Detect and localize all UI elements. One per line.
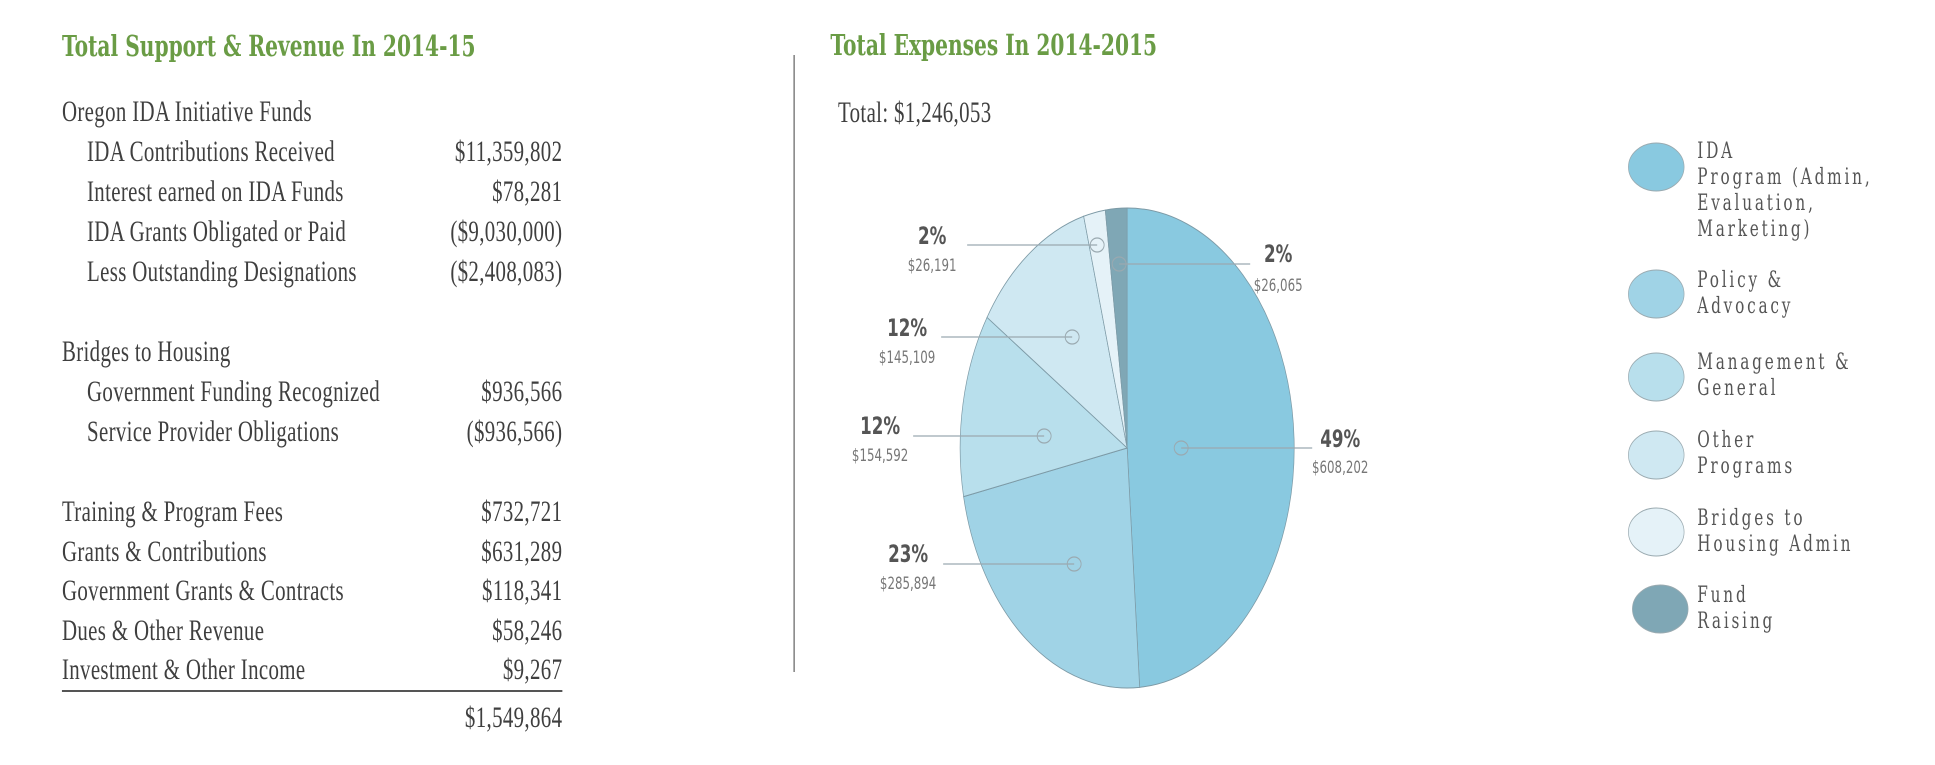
leader-dot bbox=[1111, 256, 1127, 272]
value-label: $26,191 bbox=[908, 256, 957, 276]
legend-label: Fund Raising bbox=[1697, 583, 1775, 635]
legend-swatch bbox=[1628, 142, 1685, 192]
legend-label-line: Programs bbox=[1697, 454, 1795, 479]
leader-dot bbox=[1036, 428, 1052, 444]
total-rule bbox=[61, 690, 563, 692]
legend-label-line: General bbox=[1697, 376, 1779, 401]
row-label: Service Provider Obligations bbox=[87, 415, 340, 448]
row-value: ($936,566) bbox=[466, 415, 563, 448]
leader-dot bbox=[1064, 329, 1080, 345]
percent-label: 12% bbox=[887, 314, 927, 342]
row-value: $9,267 bbox=[502, 653, 563, 686]
legend-label-line: Housing Admin bbox=[1697, 532, 1854, 557]
pie-slice bbox=[1104, 207, 1128, 449]
row-label: Government Funding Recognized bbox=[87, 375, 381, 408]
legend-label-line: Advocacy bbox=[1697, 294, 1794, 319]
value-label: $608,202 bbox=[1312, 458, 1368, 478]
pie-slice bbox=[986, 215, 1128, 450]
row-label: Less Outstanding Designations bbox=[87, 255, 357, 288]
legend-label-line: Marketing) bbox=[1697, 217, 1813, 242]
legend-label-line: IDA bbox=[1697, 139, 1735, 164]
row-value: $58,246 bbox=[492, 614, 563, 647]
pie-slice bbox=[963, 447, 1141, 689]
legend-swatch bbox=[1628, 430, 1685, 480]
value-label: $154,592 bbox=[852, 446, 908, 466]
legend-swatch bbox=[1628, 352, 1685, 402]
legend-label-line: Raising bbox=[1697, 609, 1776, 634]
section-divider bbox=[793, 55, 795, 672]
legend-swatch bbox=[1628, 507, 1685, 557]
expenses-title: Total Expenses In 2014-2015 bbox=[830, 28, 1158, 62]
legend-label-line: Other bbox=[1697, 428, 1757, 453]
row-value: $118,341 bbox=[482, 574, 563, 607]
legend-label-line: Fund bbox=[1697, 583, 1749, 608]
legend-label: Policy & Advocacy bbox=[1697, 268, 1793, 320]
legend-label: IDA Program (Admin, Evaluation, Marketing) bbox=[1697, 139, 1872, 243]
group-heading: Bridges to Housing bbox=[61, 335, 231, 368]
legend-label-line: Program (Admin, bbox=[1697, 165, 1873, 190]
group-heading: Oregon IDA Initiative Funds bbox=[61, 95, 313, 128]
value-label: $26,065 bbox=[1254, 276, 1303, 296]
legend-label-line: Policy & bbox=[1697, 268, 1784, 293]
row-value: $732,721 bbox=[481, 495, 563, 528]
revenue-total: $1,549,864 bbox=[464, 701, 563, 734]
legend-label: Bridges to Housing Admin bbox=[1697, 506, 1853, 558]
percent-label: 2% bbox=[918, 222, 947, 250]
legend-label-line: Management & bbox=[1697, 350, 1852, 375]
percent-label: 23% bbox=[888, 540, 928, 568]
row-label: IDA Contributions Received bbox=[87, 135, 335, 168]
row-label: IDA Grants Obligated or Paid bbox=[87, 215, 347, 248]
legend-label-line: Bridges to bbox=[1697, 506, 1806, 531]
expenses-total: Total: $1,246,053 bbox=[837, 96, 992, 129]
leader-dot bbox=[1089, 237, 1105, 253]
legend-label-line: Evaluation, bbox=[1697, 191, 1816, 216]
row-label: Investment & Other Income bbox=[61, 653, 306, 686]
percent-label: 49% bbox=[1320, 425, 1360, 453]
row-value: ($2,408,083) bbox=[450, 255, 563, 288]
row-value: $936,566 bbox=[481, 375, 563, 408]
row-label: Training & Program Fees bbox=[61, 495, 284, 528]
row-value: $631,289 bbox=[481, 535, 563, 568]
row-value: $78,281 bbox=[492, 175, 563, 208]
row-label: Government Grants & Contracts bbox=[61, 574, 344, 607]
legend-swatch bbox=[1628, 269, 1685, 319]
row-label: Grants & Contributions bbox=[61, 535, 267, 568]
legend-label: Other Programs bbox=[1697, 428, 1795, 480]
row-label: Interest earned on IDA Funds bbox=[87, 175, 344, 208]
value-label: $145,109 bbox=[879, 348, 935, 368]
row-value: ($9,030,000) bbox=[450, 215, 563, 248]
leader-dot bbox=[1173, 440, 1189, 456]
percent-label: 12% bbox=[860, 412, 900, 440]
pie-slice bbox=[959, 316, 1129, 498]
percent-label: 2% bbox=[1264, 240, 1293, 268]
revenue-title: Total Support & Revenue In 2014-15 bbox=[61, 29, 476, 63]
row-value: $11,359,802 bbox=[454, 135, 563, 168]
leader-dot bbox=[1066, 556, 1082, 572]
value-label: $285,894 bbox=[880, 574, 936, 594]
row-label: Dues & Other Revenue bbox=[61, 614, 265, 647]
legend-label: Management & General bbox=[1697, 350, 1851, 402]
legend-swatch bbox=[1632, 584, 1689, 634]
